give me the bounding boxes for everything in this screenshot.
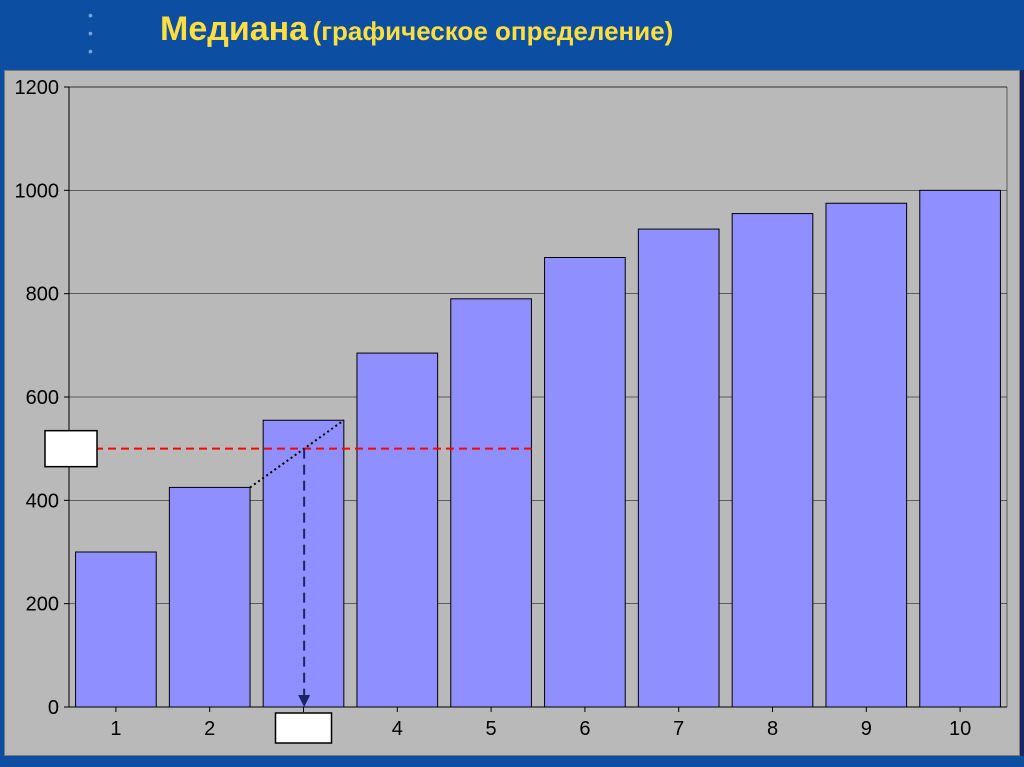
bar (826, 203, 907, 707)
bar (357, 353, 438, 707)
x-tick-label: 4 (392, 718, 403, 740)
bar (169, 487, 250, 707)
slide-root: Медиана (графическое определение) 0 200 40… (0, 0, 1024, 767)
y-tick-label: 1200 (15, 77, 60, 99)
slide-header: Медиана (графическое определение) (0, 0, 1024, 70)
title-main: Медиана (160, 10, 308, 48)
bar (76, 552, 157, 707)
chart-container: 02004006008001000120012345678910 (4, 70, 1020, 756)
x-tick-label: 1 (110, 718, 121, 740)
x-tick-label: 8 (767, 718, 778, 740)
x-tick-label: 2 (204, 718, 215, 740)
bar (638, 229, 719, 707)
bar (451, 299, 532, 707)
x-tick-label: 10 (949, 718, 971, 740)
y-tick-label: 0 (48, 697, 59, 719)
x-tick-label: 9 (861, 718, 872, 740)
bar (920, 190, 1001, 707)
x-tick-label: 7 (673, 718, 684, 740)
median-x-value-box (276, 713, 332, 743)
y-tick-label: 600 (26, 387, 59, 409)
y-tick-label: 400 (26, 490, 59, 512)
title-sub: (графическое определение) (313, 16, 674, 46)
x-tick-label: 6 (579, 718, 590, 740)
median-y-value-box (45, 431, 97, 467)
right-strip (1020, 70, 1024, 756)
decorative-bullets (88, 6, 93, 60)
y-tick-label: 1000 (15, 180, 60, 202)
x-tick-label: 5 (486, 718, 497, 740)
y-tick-label: 800 (26, 284, 59, 306)
bar-chart: 02004006008001000120012345678910 (5, 71, 1019, 755)
y-tick-label: 200 (26, 594, 59, 616)
slide-title: Медиана (графическое определение) (160, 10, 673, 49)
bar (545, 258, 626, 708)
bar (732, 214, 813, 707)
